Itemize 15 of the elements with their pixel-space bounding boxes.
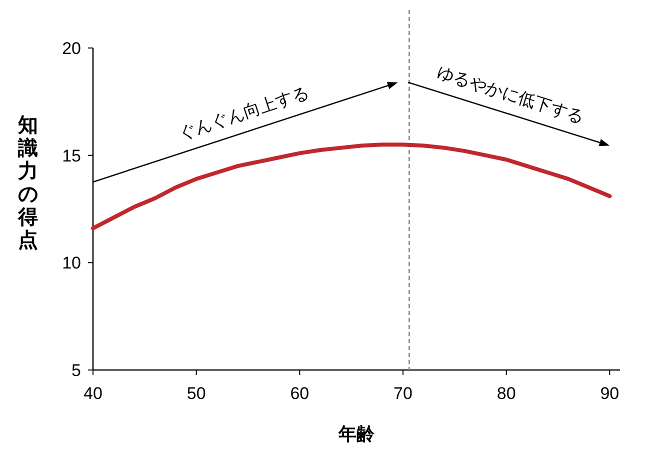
x-tick-label: 40 (84, 384, 102, 403)
y-tick-label: 10 (62, 254, 81, 273)
y-tick-label: 15 (62, 146, 81, 166)
annotation: ぐんぐん向上する (176, 82, 312, 144)
x-tick-label: 50 (186, 384, 206, 403)
line-series (91, 142, 612, 230)
y-tick-label: 5 (72, 361, 81, 380)
annotation: ゆるやかに低下する (434, 62, 586, 127)
x-tick-label: 60 (290, 384, 310, 403)
x-tick-label: 90 (600, 384, 620, 403)
y-axis-title: 知識力の得点 (17, 114, 38, 252)
y-tick-label: 20 (62, 39, 81, 58)
x-tick-label: 80 (496, 384, 516, 403)
x-axis-title: 年齢 (338, 424, 376, 444)
x-tick-label: 70 (394, 384, 412, 403)
